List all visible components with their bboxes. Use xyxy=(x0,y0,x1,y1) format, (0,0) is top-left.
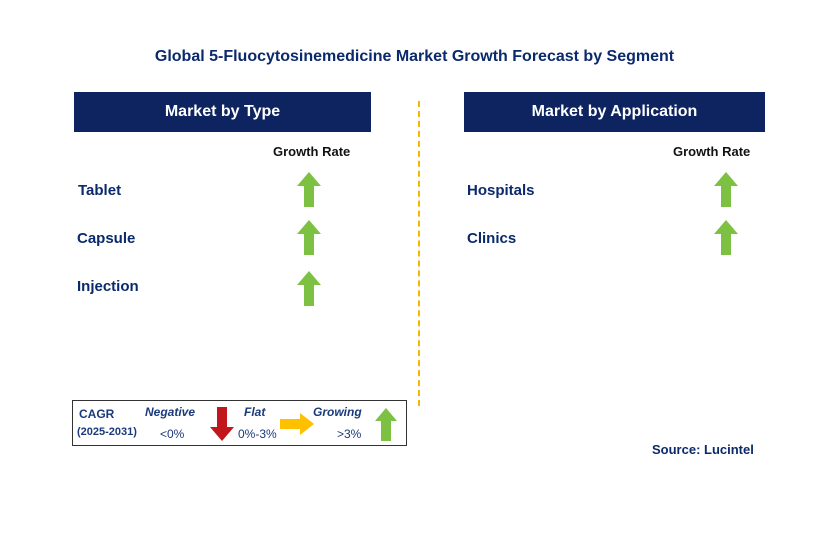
negative-arrow-icon xyxy=(210,407,234,441)
legend-cagr-label: CAGR xyxy=(79,407,115,421)
legend-negative-label: Negative xyxy=(145,405,196,419)
segment-label-capsule: Capsule xyxy=(77,230,136,247)
legend-growing-range: >3% xyxy=(337,427,362,441)
type-growth-rate-header: Growth Rate xyxy=(273,144,351,159)
legend-negative-range: <0% xyxy=(160,427,185,441)
market-by-application-header: Market by Application xyxy=(464,92,765,132)
growing-arrow-icon xyxy=(297,271,321,306)
legend-flat-range: 0%-3% xyxy=(238,427,277,441)
application-growth-rate-header: Growth Rate xyxy=(673,144,751,159)
growing-arrow-icon xyxy=(714,172,738,207)
segment-label-clinics: Clinics xyxy=(467,230,517,247)
chart-title: Global 5-Fluocytosinemedicine Market Gro… xyxy=(154,48,675,65)
segment-label-hospitals: Hospitals xyxy=(467,182,535,199)
flat-arrow-icon xyxy=(280,413,314,435)
segment-label-injection: Injection xyxy=(77,278,139,295)
panel-divider xyxy=(418,101,420,406)
legend-period: (2025-2031) xyxy=(77,426,137,438)
growing-arrow-icon xyxy=(714,220,738,255)
growing-arrow-icon xyxy=(297,172,321,207)
growing-arrow-icon xyxy=(375,408,397,441)
source-note: Source: Lucintel xyxy=(652,442,754,457)
legend-flat-label: Flat xyxy=(244,405,266,419)
segment-label-tablet: Tablet xyxy=(78,182,122,199)
cagr-legend: CAGR (2025-2031) Negative <0% Flat 0%-3%… xyxy=(72,400,407,446)
legend-growing-label: Growing xyxy=(313,405,362,419)
growing-arrow-icon xyxy=(297,220,321,255)
market-by-type-header: Market by Type xyxy=(74,92,371,132)
